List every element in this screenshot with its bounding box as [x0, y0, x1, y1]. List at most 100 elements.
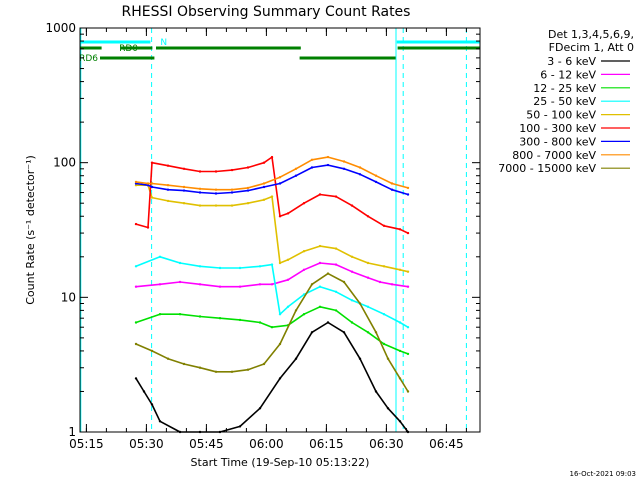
data-point: [214, 204, 218, 207]
data-point: [358, 357, 362, 360]
data-point: [334, 263, 338, 266]
data-point: [406, 285, 410, 288]
observing-bar-label: RD0: [119, 44, 138, 54]
observing-bar-label: RD6: [79, 54, 98, 64]
x-tick-label: 05:15: [69, 437, 104, 451]
data-point: [182, 167, 186, 170]
data-point: [398, 349, 402, 353]
data-point: [358, 166, 362, 169]
data-point: [198, 283, 202, 286]
x-axis: 05:15 05:30 05:45 06:00 06:15 06:30 06:45: [69, 28, 467, 451]
y-axis-label: Count Rate (s⁻¹ detector⁻¹): [24, 155, 37, 305]
data-point: [198, 265, 202, 268]
data-point: [238, 266, 242, 270]
data-point: [334, 290, 338, 293]
data-point: [310, 331, 314, 334]
data-point: [182, 189, 186, 192]
series-5: [134, 155, 410, 235]
data-point: [294, 174, 298, 177]
x-tick-label: 05:45: [189, 437, 224, 451]
data-point: [294, 309, 298, 312]
chart-title: RHESSI Observing Summary Count Rates: [122, 4, 411, 20]
data-point: [198, 191, 202, 194]
data-point: [334, 247, 338, 250]
x-axis-label: Start Time (19-Sep-10 05:13:22): [191, 456, 370, 469]
data-point: [342, 331, 346, 334]
series-1: [134, 261, 410, 288]
data-point: [278, 261, 282, 265]
data-point: [382, 342, 386, 346]
data-point: [310, 166, 314, 169]
data-point: [342, 167, 346, 170]
data-point: [150, 182, 154, 185]
data-point: [406, 390, 410, 393]
data-point: [258, 283, 262, 286]
data-point: [158, 283, 162, 286]
data-point: [258, 265, 262, 268]
data-point: [230, 168, 234, 172]
data-point: [342, 160, 346, 163]
data-point: [406, 231, 410, 235]
data-point: [158, 313, 162, 316]
series-layer: [134, 155, 410, 434]
data-point: [278, 215, 282, 218]
data-point: [302, 202, 306, 205]
data-point: [230, 188, 234, 191]
data-point: [270, 326, 274, 329]
data-point: [390, 182, 394, 185]
data-point: [166, 164, 170, 167]
x-tick-label: 06:45: [429, 437, 464, 451]
data-point: [262, 362, 266, 366]
legend-label: 3 - 6 keV: [547, 55, 596, 68]
series-line: [135, 306, 409, 355]
data-point: [406, 193, 410, 196]
data-point: [198, 187, 202, 190]
observing-vertical-lines: [80, 28, 467, 432]
data-point: [238, 318, 242, 322]
data-point: [286, 212, 290, 215]
series-3: [134, 255, 410, 329]
x-tick-label: 06:00: [249, 437, 284, 451]
data-point: [366, 215, 370, 218]
data-point: [150, 161, 154, 164]
legend-header-line1: Det 1,3,4,5,6,9,: [548, 28, 634, 41]
data-point: [258, 407, 262, 410]
data-point: [358, 302, 362, 305]
data-point: [230, 204, 234, 207]
data-point: [382, 313, 386, 316]
data-point: [134, 265, 138, 268]
data-point: [294, 167, 298, 170]
legend-label: 800 - 7000 keV: [512, 149, 596, 162]
data-point: [218, 285, 222, 288]
data-point: [134, 285, 138, 288]
data-point: [218, 266, 222, 270]
data-point: [326, 163, 330, 167]
data-point: [238, 285, 242, 288]
y-tick-label: 1000: [45, 21, 76, 35]
observing-bar-labels: N RD0 RD6: [79, 38, 167, 64]
data-point: [166, 199, 170, 203]
data-point: [262, 198, 266, 201]
data-point: [350, 321, 354, 324]
series-line: [136, 184, 409, 273]
series-line: [135, 156, 409, 234]
plot-frame: [79, 27, 481, 433]
data-point: [246, 186, 250, 190]
data-point: [262, 185, 266, 189]
data-point: [374, 174, 378, 177]
footer-timestamp: 16-Oct-2021 09:03: [570, 470, 636, 478]
data-point: [246, 202, 250, 205]
data-point: [318, 261, 322, 265]
series-4: [134, 184, 410, 273]
data-point: [310, 283, 314, 286]
data-point: [214, 192, 218, 195]
data-point: [278, 377, 282, 380]
data-point: [278, 176, 282, 179]
data-point: [350, 299, 354, 302]
data-point: [382, 265, 386, 268]
data-point: [142, 390, 146, 393]
data-point: [150, 196, 154, 199]
data-point: [294, 357, 298, 360]
